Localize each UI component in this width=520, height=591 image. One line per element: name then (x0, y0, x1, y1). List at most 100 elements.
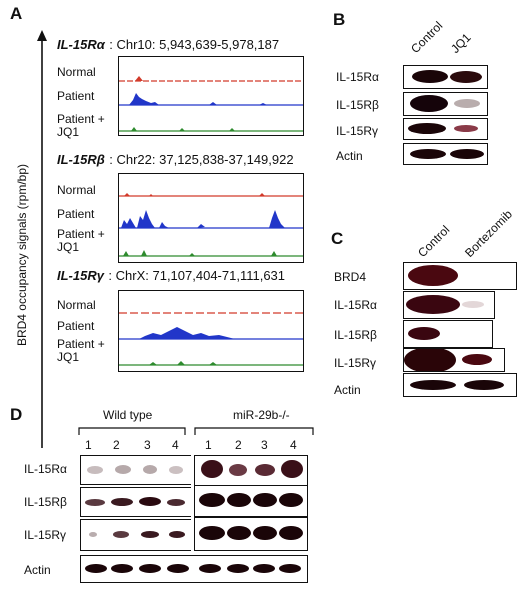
band (143, 465, 157, 474)
band (462, 354, 492, 365)
band (199, 526, 225, 540)
panel-d-blot-3-wt (80, 519, 191, 551)
band (412, 70, 448, 83)
panel-c-row-label-5: Actin (334, 383, 361, 397)
lane-number: 1 (205, 438, 212, 452)
band (410, 95, 448, 112)
lane-number: 4 (290, 438, 297, 452)
panel-b-row-label-3: IL-15Rγ (336, 124, 379, 138)
y-axis-label: BRD4 occupancy signals (rpm/bp) (15, 163, 29, 347)
band (410, 149, 446, 159)
panel-c-col-bortezomib: Bortezomib (462, 207, 515, 260)
band (85, 564, 107, 573)
band (169, 466, 183, 474)
track-label-patient-3: Patient (57, 319, 95, 333)
panel-d-row-label-2: IL-15Rβ (24, 495, 67, 509)
panel-c-blot-4 (403, 348, 505, 372)
band (404, 349, 456, 371)
panel-d-row-label-3: IL-15Rγ (24, 528, 67, 542)
locus-header-2: IL-15Rβ : Chr22: 37,125,838-37,149,922 (57, 151, 294, 169)
lane-number: 2 (235, 438, 242, 452)
band (279, 493, 303, 507)
panel-c-col-control: Control (415, 222, 453, 260)
band (410, 380, 456, 390)
track-label-patient-1: Patient (57, 89, 95, 103)
lane-number: 3 (261, 438, 268, 452)
band (113, 531, 129, 538)
band (253, 493, 277, 507)
panel-b-blot-1 (403, 65, 488, 89)
locus-coords-1: : Chr10: 5,943,639-5,978,187 (109, 37, 280, 52)
band (408, 123, 446, 134)
panel-d-row-label-1: IL-15Rα (24, 462, 67, 476)
track-box-1 (118, 56, 304, 136)
band (169, 531, 185, 538)
band (85, 499, 105, 506)
group-label-wild-type: Wild type (103, 408, 153, 422)
band (253, 564, 275, 573)
band (408, 327, 440, 340)
panel-d-row-label-4: Actin (24, 563, 51, 577)
track-signal-1 (119, 76, 303, 132)
panel-c-blot-1 (403, 262, 517, 290)
track-label-jq1-3: Patient + JQ1 (57, 337, 105, 364)
band (201, 460, 223, 478)
band (227, 564, 249, 573)
locus-header-1: IL-15Rα : Chr10: 5,943,639-5,978,187 (57, 36, 279, 54)
band (89, 532, 97, 537)
panel-a-letter: A (10, 4, 23, 23)
panel-c-blot-2 (403, 291, 495, 319)
track-label-jq1-1: Patient + JQ1 (57, 112, 105, 139)
band (227, 526, 251, 540)
band (199, 564, 221, 573)
band (279, 526, 303, 540)
y-axis-arrow (37, 30, 47, 448)
track-label-normal-2: Normal (57, 183, 96, 197)
track-signal-3 (119, 312, 303, 366)
band (454, 125, 478, 132)
panel-d-blot-2-ko (194, 485, 308, 517)
band (111, 498, 133, 506)
band (464, 380, 504, 390)
panel-d-blot-2-wt (80, 487, 191, 517)
panel-c-letter: C (331, 229, 344, 248)
panel-d-letter: D (10, 405, 23, 424)
track-label-normal-3: Normal (57, 298, 96, 312)
band (87, 466, 103, 474)
panel-b-row-label-2: IL-15Rβ (336, 98, 379, 112)
track-box-3 (118, 290, 304, 372)
lane-number: 1 (85, 438, 92, 452)
panel-b-col-control: Control (408, 18, 446, 56)
panel-b-row-label-1: IL-15Rα (336, 70, 379, 84)
group-label-mir29b-ko: miR-29b-/- (233, 408, 290, 422)
panel-b-blot-3 (403, 118, 488, 140)
band (454, 99, 480, 108)
band (227, 493, 251, 507)
band (281, 460, 303, 478)
band (253, 526, 277, 540)
locus-coords-2: : Chr22: 37,125,838-37,149,922 (109, 152, 294, 167)
track-signal-2 (119, 193, 303, 257)
panel-d-blot-1-ko (194, 455, 308, 487)
band (406, 295, 460, 314)
panel-b-blot-2 (403, 92, 488, 116)
band (229, 464, 247, 476)
band (408, 265, 458, 286)
band (462, 301, 484, 308)
band (115, 465, 131, 474)
panel-c-row-label-3: IL-15Rβ (334, 328, 377, 342)
track-label-normal-1: Normal (57, 65, 96, 79)
locus-gene-2: IL-15Rβ (57, 152, 105, 167)
panel-c-blot-5 (403, 373, 517, 397)
lane-number: 2 (113, 438, 120, 452)
band (450, 71, 482, 83)
band (279, 564, 301, 573)
band (167, 564, 189, 573)
band (199, 493, 225, 507)
panel-c-row-label-1: BRD4 (334, 270, 367, 284)
track-label-patient-2: Patient (57, 207, 95, 221)
track-box-2 (118, 173, 304, 263)
group-brackets (78, 427, 314, 435)
panel-c-row-label-4: IL-15Rγ (334, 356, 377, 370)
panel-c-row-label-2: IL-15Rα (334, 298, 377, 312)
